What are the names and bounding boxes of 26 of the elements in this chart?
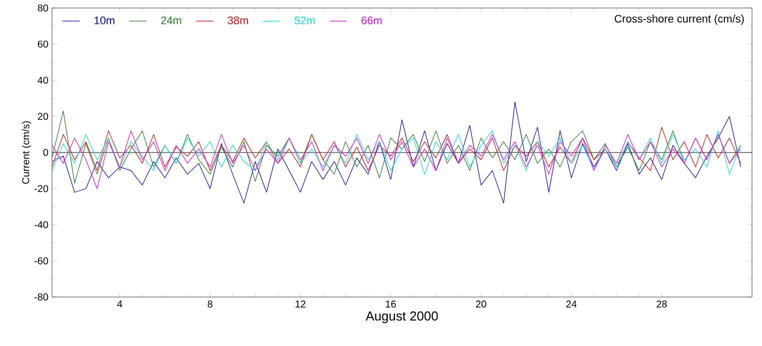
x-tick-label: 20 [476, 300, 486, 308]
y-tick-label: 80 [38, 4, 48, 12]
text: Cross-shore current (cm/s) [614, 14, 744, 25]
y-tick-label: -40 [34, 221, 48, 228]
y-tick-label: 20 [38, 112, 48, 120]
x-tick-label: 16 [386, 300, 396, 308]
legend-label: 66m [362, 16, 382, 24]
x-axis-title: August 2000 [366, 311, 438, 324]
legend-label: 24m [161, 16, 182, 24]
legend-label: 10m [94, 16, 114, 24]
line-series [52, 130, 742, 189]
y-tick-label: 0 [43, 148, 48, 156]
y-tick-label: -80 [34, 293, 48, 301]
x-tick-label: 4 [117, 300, 122, 308]
x-tick-label: 12 [296, 300, 306, 308]
y-tick-label: 60 [38, 40, 48, 48]
x-tick-label: 24 [566, 300, 577, 308]
legend-label: 52m [294, 16, 315, 24]
y-tick-label: 40 [38, 76, 48, 84]
legend-label: 38m [228, 16, 248, 24]
x-tick-label: 28 [656, 300, 667, 308]
y-tick-label: -20 [34, 185, 48, 192]
y-tick-label: -60 [34, 257, 48, 264]
line-series [52, 102, 742, 204]
y-axis-title: Current (cm/s) [22, 121, 32, 184]
x-tick-label: 8 [208, 300, 212, 308]
